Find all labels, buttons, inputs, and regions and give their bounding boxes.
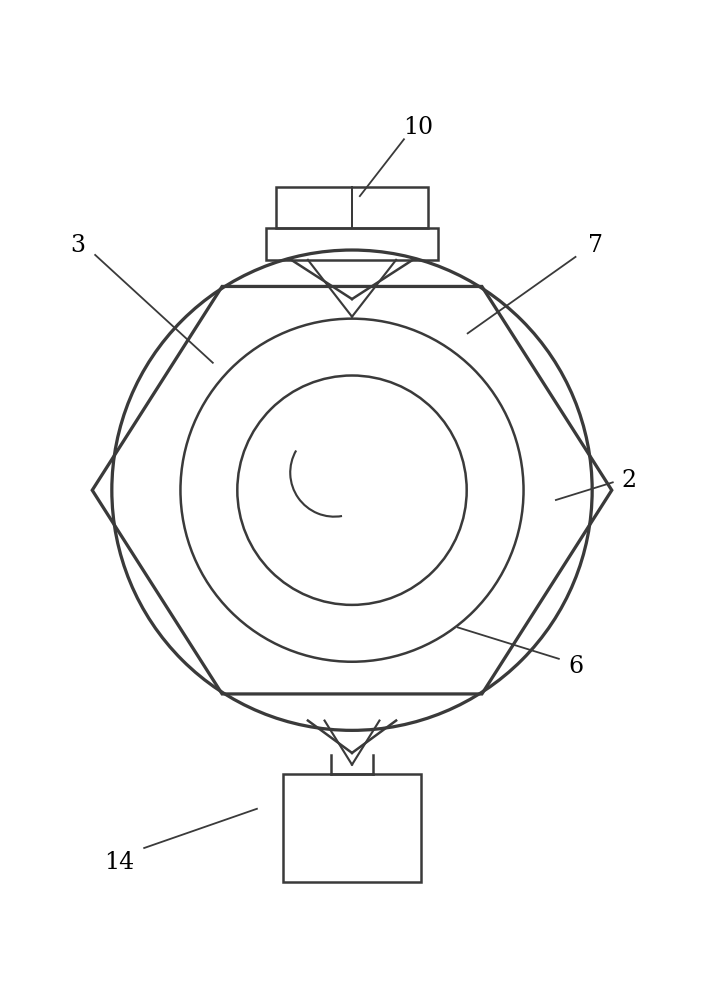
Text: 7: 7 bbox=[588, 234, 603, 257]
Bar bbox=[284, 774, 420, 882]
Text: 6: 6 bbox=[568, 655, 583, 678]
Text: 2: 2 bbox=[622, 469, 637, 492]
Bar bbox=[266, 228, 438, 260]
Text: 10: 10 bbox=[403, 116, 434, 139]
Text: 3: 3 bbox=[70, 234, 85, 257]
Text: 14: 14 bbox=[105, 851, 134, 874]
Bar bbox=[276, 187, 428, 228]
